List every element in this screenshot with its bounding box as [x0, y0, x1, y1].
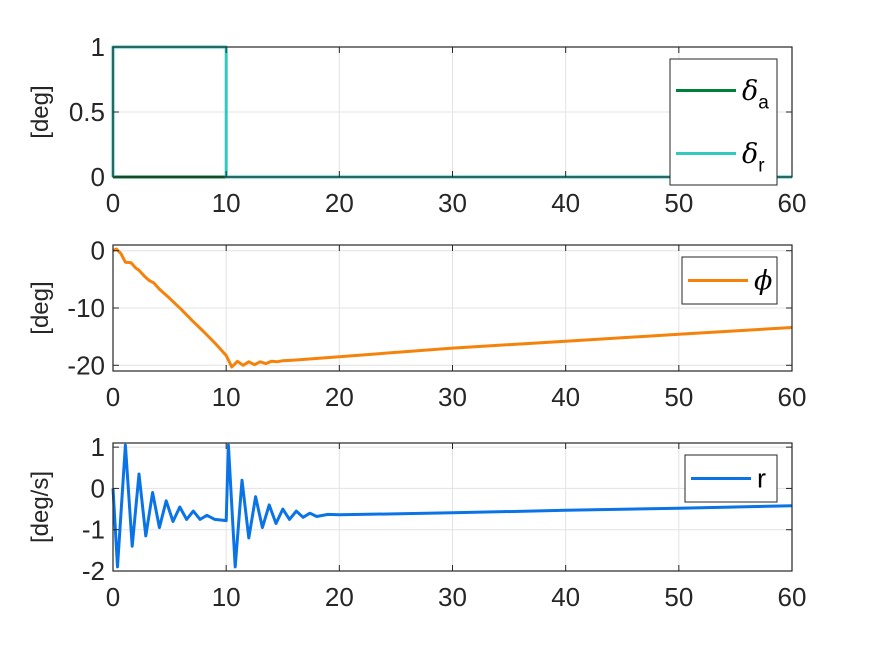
x-tick-label: 20: [325, 188, 354, 218]
y-tick-label: -10: [67, 293, 105, 323]
x-tick-label: 40: [551, 382, 580, 412]
y-tick-label: 0: [91, 473, 105, 503]
x-tick-label: 50: [664, 382, 693, 412]
x-tick-label: 0: [106, 188, 120, 218]
x-tick-label: 0: [106, 582, 120, 612]
y-tick-label: -1: [82, 515, 105, 545]
y-tick-label: -2: [82, 556, 105, 586]
x-tick-label: 10: [212, 188, 241, 218]
chart-panel-2: 0 10 20 30 40 50 60 0 -10 -20 [deg] ϕ: [27, 236, 806, 412]
legend-box: [669, 58, 778, 186]
x-tick-label: 40: [551, 582, 580, 612]
legend-entry-label: δa: [742, 76, 769, 114]
x-tick-label: 30: [438, 382, 467, 412]
y-tick-label: -20: [67, 350, 105, 380]
y-tick-label: 1: [91, 432, 105, 462]
x-tick-label: 30: [438, 582, 467, 612]
y-tick-label: 0.5: [69, 97, 105, 127]
chart-panel-1: 0 10 20 30 40 50 60 0 0.5 1 [deg] δa δr: [27, 32, 806, 218]
x-tick-label: 60: [778, 582, 807, 612]
legend: ϕ: [681, 256, 778, 305]
x-tick-label: 0: [106, 382, 120, 412]
y-axis-label: [deg]: [27, 281, 54, 334]
x-tick-label: 50: [664, 188, 693, 218]
x-tick-label: 20: [325, 382, 354, 412]
x-tick-label: 60: [778, 382, 807, 412]
y-tick-label: 0: [91, 162, 105, 192]
y-tick-label: 0: [91, 236, 105, 266]
x-tick-label: 50: [664, 582, 693, 612]
legend: δa δr: [669, 58, 778, 186]
y-axis-label: [deg]: [27, 85, 54, 138]
x-tick-label: 30: [438, 188, 467, 218]
series-line-1: [112, 247, 793, 369]
legend: r: [684, 454, 778, 503]
y-axis-label: [deg/s]: [27, 471, 54, 543]
x-tick-label: 10: [212, 582, 241, 612]
legend-entry-label: r: [757, 464, 766, 494]
x-tick-label: 40: [551, 188, 580, 218]
legend-entry-label: δr: [742, 139, 765, 177]
x-tick-label: 20: [325, 582, 354, 612]
x-tick-label: 60: [778, 188, 807, 218]
legend-entry-label: ϕ: [754, 266, 772, 297]
x-tick-label: 10: [212, 382, 241, 412]
series-line-1: [111, 443, 793, 569]
y-tick-label: 1: [91, 32, 105, 62]
